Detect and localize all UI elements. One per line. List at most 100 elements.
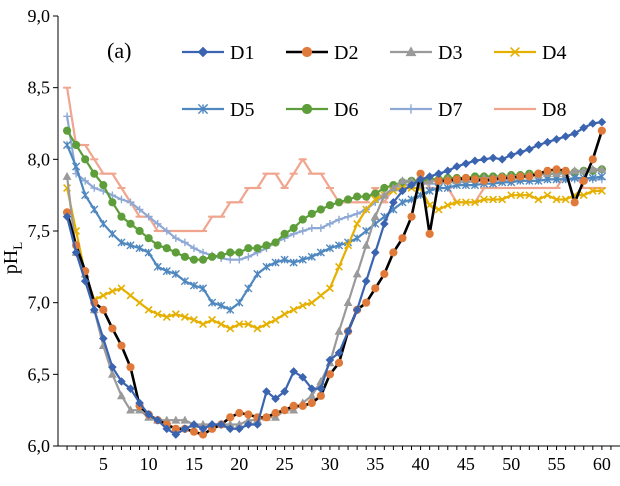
legend-label: D1: [230, 42, 254, 64]
data-point-d2: [535, 170, 542, 177]
y-axis-title-main: pH: [0, 250, 22, 274]
data-point-d2: [335, 359, 342, 366]
data-point-d7: [317, 224, 325, 232]
panel-label: (a): [107, 38, 131, 63]
data-point-d6: [73, 141, 80, 148]
data-point-d6: [82, 156, 89, 163]
data-point-d2: [571, 199, 578, 206]
legend-item-d2: D2: [286, 42, 358, 64]
data-point-d5: [91, 206, 98, 213]
data-point-d1: [499, 156, 506, 163]
data-point-d6: [154, 242, 161, 249]
x-tick-label: 55: [548, 454, 566, 474]
data-point-d6: [208, 253, 215, 260]
data-point-d1: [480, 156, 487, 163]
data-point-d2: [553, 166, 560, 173]
data-point-d6: [127, 220, 134, 227]
data-point-d5: [63, 141, 70, 148]
legend-marker: [198, 47, 207, 56]
data-point-d6: [308, 210, 315, 217]
legend-label: D4: [542, 42, 566, 64]
series-line-d3: [67, 169, 602, 424]
data-point-d6: [100, 182, 107, 189]
data-point-d2: [100, 306, 107, 313]
legend-label: D2: [334, 42, 358, 64]
data-point-d1: [471, 157, 478, 164]
legend-label: D8: [542, 99, 566, 121]
data-point-d6: [354, 193, 361, 200]
data-point-d2: [462, 174, 469, 181]
x-tick-label: 15: [185, 454, 203, 474]
data-point-d6: [199, 256, 206, 263]
data-point-d7: [199, 249, 207, 257]
data-point-d3: [363, 242, 370, 248]
data-point-d2: [526, 173, 533, 180]
series-d3: [63, 166, 605, 428]
data-point-d2: [508, 174, 515, 181]
data-point-d3: [118, 392, 125, 398]
data-point-d2: [426, 230, 433, 237]
data-point-d5: [100, 220, 107, 227]
data-point-d4: [136, 299, 143, 306]
data-point-d6: [245, 245, 252, 252]
data-point-d1: [535, 141, 542, 148]
data-point-d2: [408, 213, 415, 220]
x-tick-label: 40: [412, 454, 430, 474]
x-tick-label: 30: [321, 454, 339, 474]
data-point-d6: [227, 249, 234, 256]
data-point-d2: [245, 411, 252, 418]
series-layer: [63, 88, 606, 438]
data-point-d2: [127, 364, 134, 371]
data-point-d3: [335, 328, 342, 334]
data-point-d7: [308, 224, 316, 232]
data-point-d5: [73, 163, 80, 170]
data-point-d2: [109, 325, 116, 332]
data-point-d2: [399, 235, 406, 242]
data-point-d1: [589, 120, 596, 127]
data-point-d2: [281, 407, 288, 414]
data-point-d2: [598, 127, 605, 134]
data-point-d2: [544, 167, 551, 174]
data-point-d6: [263, 242, 270, 249]
data-point-d6: [63, 127, 70, 134]
legend-item-d7: D7: [390, 99, 462, 121]
y-tick-label: 7,5: [28, 221, 51, 241]
x-tick-label: 25: [276, 454, 294, 474]
data-point-d6: [109, 199, 116, 206]
data-point-d1: [363, 278, 370, 285]
data-point-d6: [91, 170, 98, 177]
y-tick-label: 9,0: [28, 6, 51, 26]
data-point-d6: [317, 206, 324, 213]
data-point-d1: [517, 149, 524, 156]
data-point-d2: [390, 249, 397, 256]
legend-label: D6: [334, 99, 358, 121]
data-point-d6: [363, 193, 370, 200]
x-tick-label: 60: [593, 454, 611, 474]
data-point-d3: [63, 173, 70, 179]
data-point-d7: [63, 113, 71, 121]
x-tick-label: 5: [99, 454, 108, 474]
legend-item-d4: D4: [494, 42, 566, 64]
data-point-d1: [381, 220, 388, 227]
data-point-d2: [372, 285, 379, 292]
data-point-d1: [562, 133, 569, 140]
data-point-d1: [462, 160, 469, 167]
x-tick-label: 50: [502, 454, 520, 474]
data-point-d2: [589, 156, 596, 163]
series-d4: [64, 185, 606, 332]
data-point-d2: [471, 176, 478, 183]
data-point-d3: [354, 270, 361, 276]
data-point-d2: [363, 299, 370, 306]
data-point-d7: [326, 220, 334, 228]
data-point-d7: [299, 227, 307, 235]
data-point-d6: [136, 227, 143, 234]
x-tick-label: 45: [457, 454, 475, 474]
legend-item-d3: D3: [390, 42, 462, 64]
data-point-d5: [263, 263, 270, 270]
data-point-d2: [290, 402, 297, 409]
data-point-d2: [326, 371, 333, 378]
data-point-d2: [562, 167, 569, 174]
